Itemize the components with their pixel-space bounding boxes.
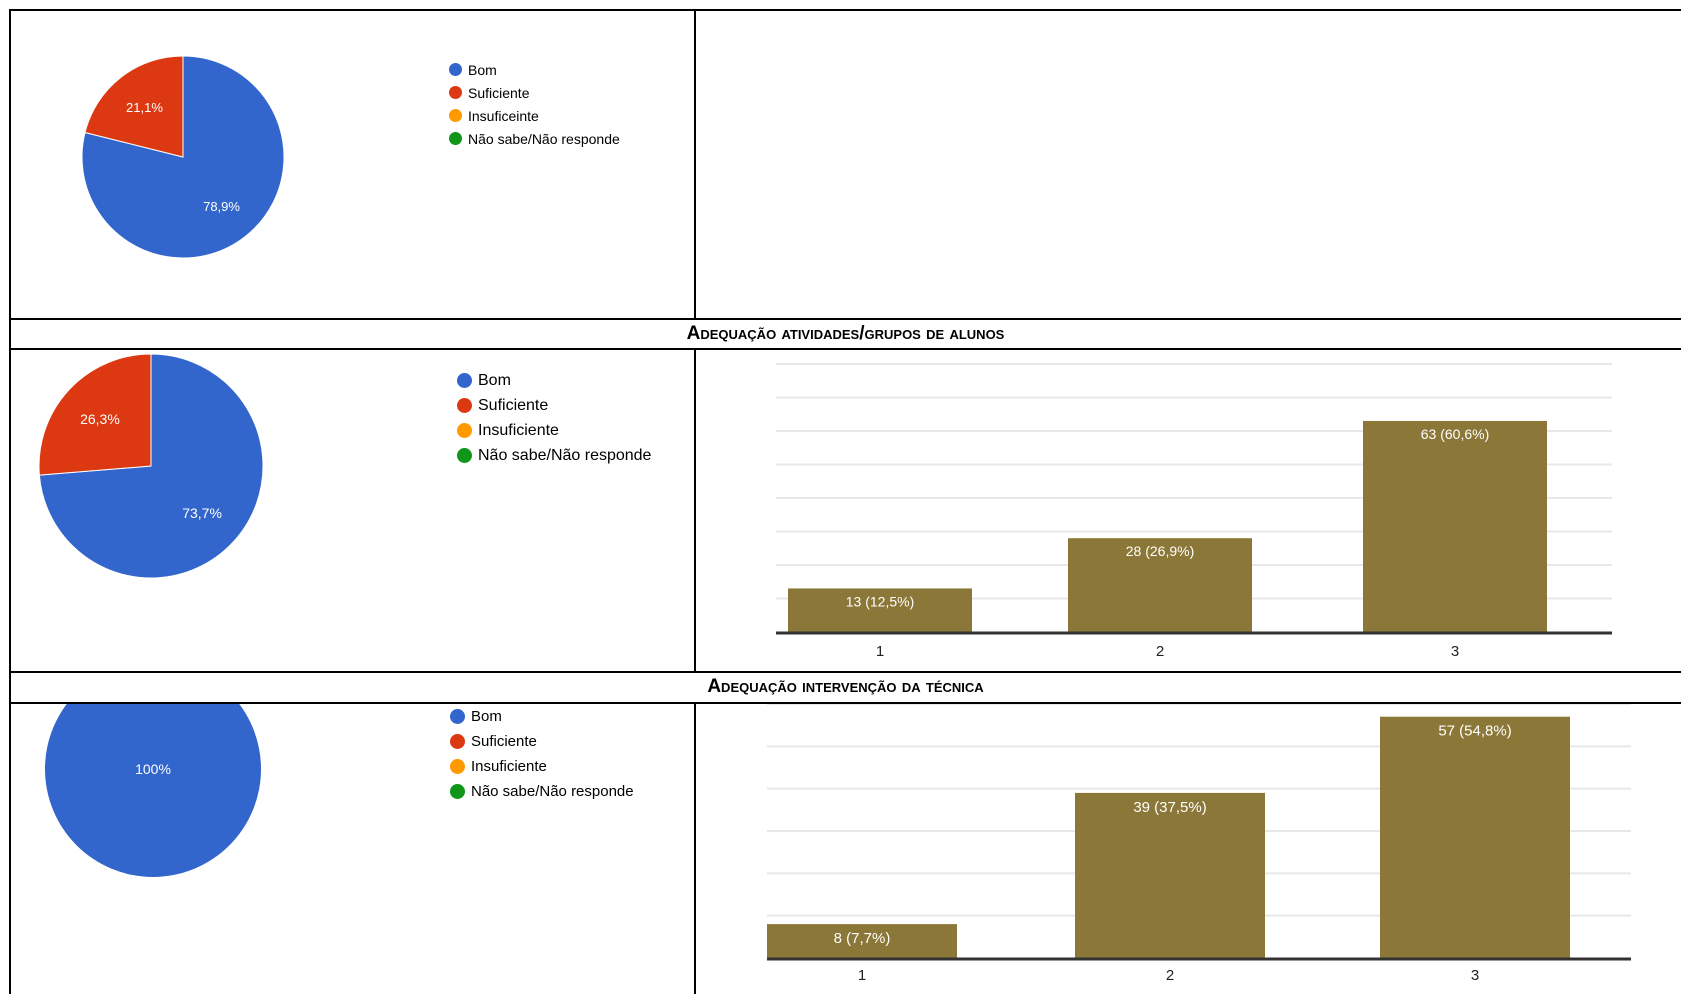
legend-swatch: [457, 423, 472, 438]
legend-label: Não sabe/Não responde: [468, 130, 620, 147]
legend-item: Suficiente: [450, 729, 634, 754]
legend-swatch: [457, 373, 472, 388]
column-divider: [694, 703, 696, 994]
legend-label: Bom: [471, 708, 502, 725]
legend-label: Insuficeinte: [468, 107, 539, 124]
legend-item: Bom: [449, 58, 620, 81]
pie-chart-svg: 78,9% 21,1%: [81, 55, 285, 259]
chart-legend: Bom Suficiente Insuficiente Não sabe/Não…: [450, 704, 634, 804]
x-tick-label: 3: [1471, 967, 1479, 984]
pie-slice-label: 21,1%: [126, 100, 163, 115]
x-tick-label: 3: [1451, 643, 1459, 660]
legend-swatch: [450, 759, 465, 774]
legend-item: Bom: [457, 368, 651, 393]
pie-slice-label: 100%: [135, 761, 171, 777]
table-left-border: [9, 9, 11, 994]
bar-chart-svg: 8 (7,7%) 1 39 (37,5%) 2 57 (54,8%) 3: [767, 704, 1631, 984]
legend-item: Suficiente: [449, 81, 620, 104]
legend-swatch: [457, 398, 472, 413]
legend-item: Bom: [450, 704, 634, 729]
pie-chart-2: 73,7% 26,3% Bom Suficiente Insuficiente N…: [11, 350, 694, 671]
bar-data-label: 63 (60,6%): [1421, 426, 1489, 442]
legend-item: Não sabe/Não responde: [457, 443, 651, 468]
pie-slice-label: 73,7%: [182, 505, 222, 521]
pie-slice: [45, 704, 261, 877]
bar-data-label: 8 (7,7%): [834, 930, 891, 947]
legend-label: Não sabe/Não responde: [478, 446, 652, 464]
row-divider: [9, 702, 1681, 704]
pie-chart-3: 100% Bom Suficiente Insuficiente Não sab…: [11, 704, 694, 994]
pie-slice: [84, 55, 184, 158]
legend-label: Bom: [468, 61, 497, 78]
bar: [1363, 420, 1547, 632]
pie-slice-label: 26,3%: [80, 411, 120, 427]
bar-data-label: 28 (26,9%): [1126, 543, 1194, 559]
legend-item: Não sabe/Não responde: [449, 127, 620, 150]
legend-swatch: [450, 734, 465, 749]
bar-data-label: 13 (12,5%): [846, 593, 914, 609]
bar-chart-2: 8 (7,7%) 1 39 (37,5%) 2 57 (54,8%) 3: [696, 704, 1681, 994]
legend-swatch: [449, 63, 462, 76]
bar: [1075, 792, 1265, 958]
bar: [767, 924, 957, 958]
legend-item: Insuficiente: [457, 418, 651, 443]
legend-item: Insuficeinte: [449, 104, 620, 127]
legend-swatch: [457, 448, 472, 463]
legend-label: Não sabe/Não responde: [471, 783, 634, 800]
pie-chart-svg: 100%: [45, 704, 261, 877]
legend-label: Insuficiente: [478, 421, 559, 439]
bar-chart-svg: 13 (12,5%) 1 28 (26,9%) 2 63 (60,6%) 3: [776, 363, 1612, 660]
x-tick-label: 1: [858, 967, 866, 984]
legend-item: Insuficiente: [450, 754, 634, 779]
x-tick-label: 2: [1166, 967, 1174, 984]
column-divider: [694, 350, 696, 672]
chart-legend: Bom Suficiente Insuficeinte Não sabe/Não…: [449, 58, 620, 150]
row-divider: [9, 348, 1681, 350]
pie-chart-1: 78,9% 21,1% Bom Suficiente Insuficeinte N…: [11, 11, 694, 318]
section-title: Adequação atividades/grupos de alunos: [686, 323, 1005, 344]
pie-chart-svg: 73,7% 26,3%: [38, 353, 264, 579]
pie-slice: [38, 353, 152, 476]
legend-label: Bom: [478, 371, 511, 389]
legend-label: Suficiente: [471, 733, 537, 750]
bar-data-label: 39 (37,5%): [1133, 799, 1206, 816]
legend-label: Insuficiente: [471, 758, 547, 775]
x-tick-label: 2: [1156, 643, 1164, 660]
row-divider: [9, 671, 1681, 673]
pie-slice-label: 78,9%: [203, 199, 240, 214]
legend-swatch: [449, 109, 462, 122]
chart-legend: Bom Suficiente Insuficiente Não sabe/Não…: [457, 368, 651, 468]
legend-swatch: [450, 784, 465, 799]
bar-data-label: 57 (54,8%): [1438, 723, 1511, 740]
x-tick-label: 1: [876, 643, 884, 660]
table-top-border: [9, 9, 1681, 11]
column-divider: [694, 9, 696, 320]
legend-swatch: [449, 86, 462, 99]
legend-label: Suficiente: [478, 396, 549, 414]
legend-label: Suficiente: [468, 84, 530, 101]
section-title: Adequação intervenção da técnica: [707, 676, 984, 697]
row-divider: [9, 318, 1681, 320]
bar: [1380, 716, 1570, 958]
bar-chart-1: 13 (12,5%) 1 28 (26,9%) 2 63 (60,6%) 3: [696, 350, 1681, 671]
legend-item: Suficiente: [457, 393, 651, 418]
legend-swatch: [450, 709, 465, 724]
bar: [788, 588, 972, 632]
legend-item: Não sabe/Não responde: [450, 779, 634, 804]
legend-swatch: [449, 132, 462, 145]
bar: [1068, 538, 1252, 632]
